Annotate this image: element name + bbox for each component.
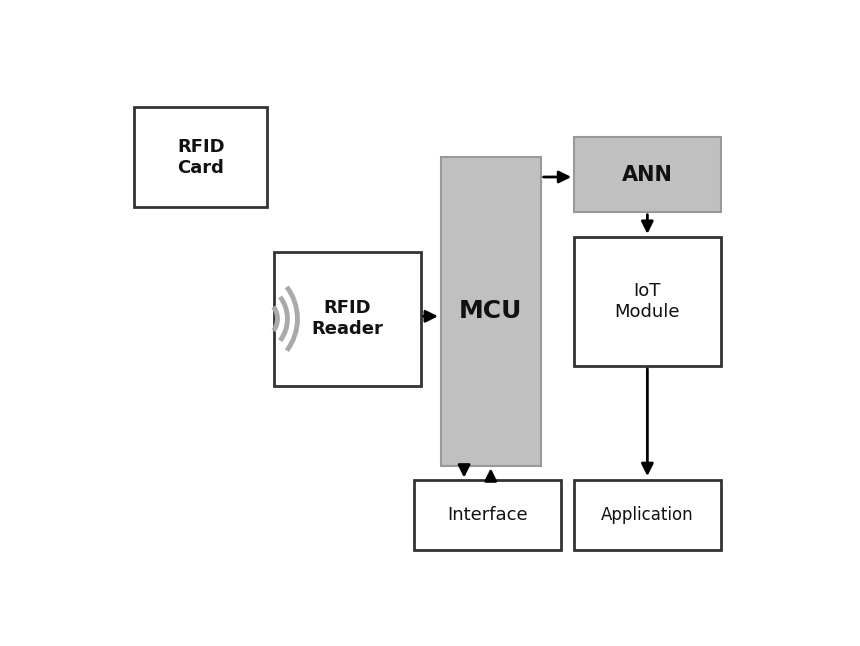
- Bar: [574, 481, 721, 550]
- Bar: [574, 236, 721, 366]
- Bar: [274, 251, 421, 386]
- Text: Interface: Interface: [447, 506, 528, 525]
- Bar: [574, 137, 721, 212]
- Text: ANN: ANN: [622, 165, 673, 185]
- Text: RFID
Card: RFID Card: [177, 138, 224, 176]
- Bar: [440, 157, 541, 466]
- Bar: [415, 481, 561, 550]
- Text: RFID
Reader: RFID Reader: [311, 299, 384, 338]
- Text: MCU: MCU: [459, 299, 522, 323]
- Bar: [134, 107, 267, 207]
- Text: IoT
Module: IoT Module: [615, 282, 680, 321]
- Text: Application: Application: [601, 506, 694, 525]
